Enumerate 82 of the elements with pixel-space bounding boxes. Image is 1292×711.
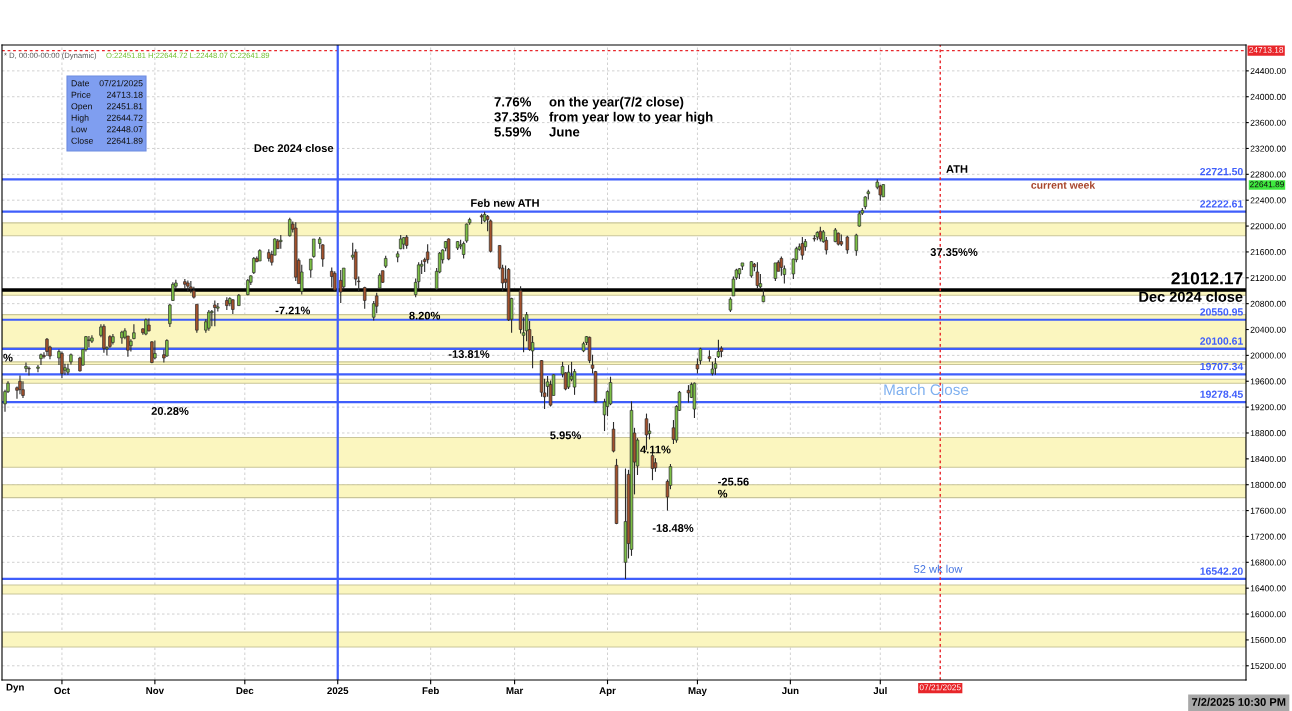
y-tick-label: 21200.00	[1250, 274, 1286, 281]
annotation: -7.21%	[275, 306, 311, 315]
annotation: 37.35% from year low to year high	[494, 111, 713, 125]
annotation: Dec 2024 close	[1139, 291, 1243, 302]
annotation: -25.56 %	[717, 477, 749, 498]
ref-line-label: 22222.61	[1200, 200, 1243, 208]
ref-line-label: Dec 2024 close	[254, 143, 334, 153]
y-tick-label: 21600.00	[1250, 249, 1286, 256]
x-tick-label: Mar	[506, 687, 524, 695]
annotation: %	[3, 353, 13, 362]
candlestick	[300, 264, 304, 296]
y-tick-label: 23200.00	[1250, 145, 1286, 152]
ref-line-label: 16542.20	[1200, 567, 1243, 575]
x-tick-label: Feb	[422, 686, 439, 695]
ref-line-label: 24713.18	[1249, 46, 1284, 53]
candlestick	[39, 352, 43, 366]
candlestick	[339, 269, 343, 304]
y-tick-label: 22800.00	[1250, 171, 1286, 178]
text: 22641.89	[1250, 181, 1284, 188]
y-tick-label: 16400.00	[1250, 585, 1286, 592]
y-tick-label: 20000.00	[1250, 352, 1286, 359]
annotation: -13.81%	[448, 350, 490, 358]
x-tick-label: Jun	[781, 687, 799, 695]
y-tick-label: 17600.00	[1250, 507, 1286, 514]
y-tick-label: 16000.00	[1250, 611, 1286, 618]
annotation: 5.95%	[550, 431, 582, 440]
x-tick-label: Nov	[146, 687, 165, 695]
ref-line-label: 07/21/2025	[919, 684, 961, 691]
candlestick	[24, 361, 28, 373]
annotation: 8.20%	[409, 311, 441, 320]
y-tick-label: 22000.00	[1250, 223, 1286, 230]
x-tick-label: Apr	[599, 687, 616, 697]
ref-line-label: 20100.61	[1200, 337, 1243, 345]
y-tick-label: 23600.00	[1250, 119, 1286, 126]
annotation: 4.11%	[640, 445, 671, 454]
y-tick-label: 16800.00	[1250, 559, 1286, 566]
y-tick-label: 15200.00	[1250, 662, 1286, 669]
text: 7/2/2025 10:30 PM	[1191, 697, 1286, 707]
x-tick-label: May	[688, 687, 707, 697]
candlestick	[611, 421, 616, 453]
annotation: 20.28%	[151, 407, 189, 415]
candlestick	[45, 337, 49, 357]
candlestick	[66, 363, 70, 376]
candlestick	[18, 374, 22, 395]
candlestick	[36, 364, 40, 373]
x-tick-label: Jul	[873, 686, 887, 695]
text: 7.76% on the year(7/2 close)	[494, 96, 684, 110]
ref-line-label: 19707.34	[1200, 362, 1244, 371]
y-tick-label: 22400.00	[1250, 197, 1286, 204]
x-tick-label: 2025	[327, 687, 349, 695]
x-tick-label: Dec	[236, 687, 254, 695]
text: Dyn	[6, 683, 24, 693]
ref-line-label: 22721.50	[1200, 167, 1243, 176]
candlestick	[132, 323, 136, 340]
y-tick-label: 24000.00	[1250, 93, 1286, 100]
annotation: March Close	[884, 383, 969, 396]
candlestick	[27, 365, 31, 376]
x-tick-label: Oct	[54, 687, 70, 695]
y-tick-label: 20800.00	[1250, 300, 1286, 307]
annotation: ATH	[946, 165, 968, 173]
y-tick-label: 19200.00	[1250, 404, 1286, 411]
ref-line-label: 20550.95	[1200, 308, 1243, 316]
candlestick	[773, 262, 778, 282]
y-tick-label: 18800.00	[1250, 430, 1286, 437]
y-tick-label: 18400.00	[1250, 455, 1286, 463]
y-tick-label: 19600.00	[1250, 378, 1286, 385]
annotation: 37.35%%	[930, 248, 978, 256]
candlestick	[330, 266, 334, 289]
annotation: 52 wk low	[914, 564, 963, 573]
ref-line-label: 19278.45	[1200, 390, 1243, 398]
annotation: current week	[1031, 181, 1096, 189]
annotation: 22641.89	[106, 137, 143, 144]
ref-line-label: 21012.17	[1171, 272, 1243, 285]
text: 5.59% June	[494, 127, 580, 137]
candlestick	[183, 278, 187, 290]
y-tick-label: 17200.00	[1250, 533, 1286, 540]
y-tick-label: 20400.00	[1250, 326, 1286, 333]
y-tick-label: 15600.00	[1250, 637, 1286, 644]
y-tick-label: 18000.00	[1250, 481, 1286, 488]
annotation: Feb new ATH	[471, 198, 539, 207]
annotation: -18.48%	[652, 524, 694, 532]
y-tick-label: 24400.00	[1250, 67, 1286, 75]
